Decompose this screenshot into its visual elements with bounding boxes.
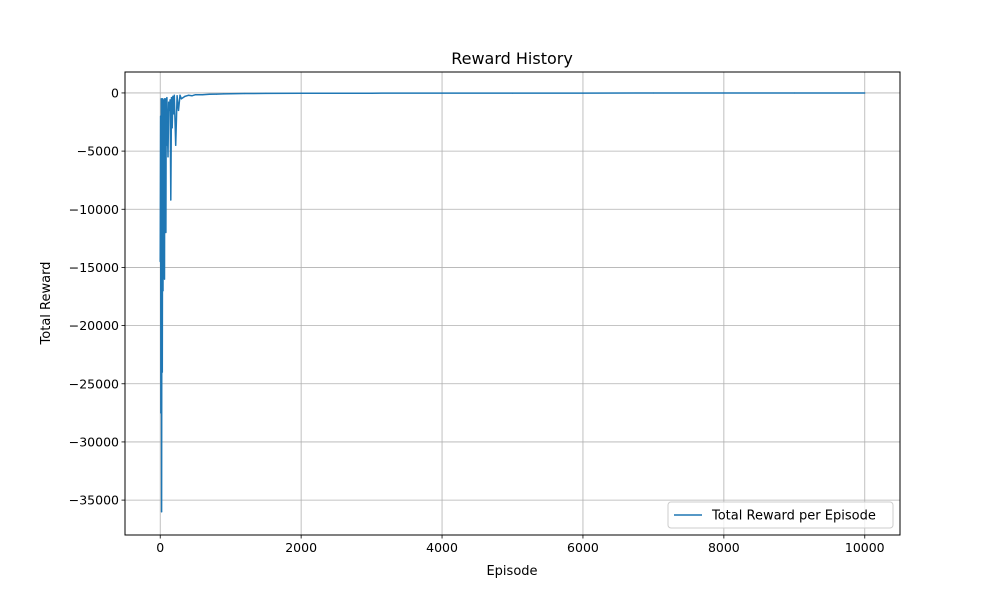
- series-point: [169, 99, 171, 101]
- y-tick-label: −5000: [77, 144, 119, 159]
- y-tick-label: −30000: [69, 434, 119, 449]
- series-point: [168, 109, 170, 111]
- series-point: [160, 412, 162, 414]
- series-point: [793, 92, 795, 94]
- series-point: [184, 95, 186, 97]
- legend: Total Reward per Episode: [667, 501, 894, 529]
- series-point: [864, 92, 866, 94]
- series-point: [165, 231, 167, 234]
- tick-layer: 0 2000 4000 6000 8000 10000 0 −5000 −10000 −15000…: [69, 85, 885, 555]
- series-point: [170, 97, 173, 99]
- series-point: [167, 156, 169, 158]
- series-line-0: [159, 92, 865, 513]
- series-point: [511, 92, 514, 94]
- series-point: [582, 92, 584, 94]
- series-point: [161, 101, 163, 103]
- series-point: [162, 99, 164, 101]
- y-tick-label: 0: [111, 85, 119, 100]
- series-point: [173, 94, 175, 96]
- series-point: [163, 231, 165, 234]
- series-point: [162, 98, 164, 100]
- series-point: [244, 92, 246, 95]
- series-point: [371, 92, 373, 94]
- series-point: [723, 92, 725, 94]
- x-tick-label: 4000: [426, 540, 458, 555]
- series-point: [652, 92, 655, 94]
- series-point: [176, 95, 178, 97]
- y-axis-label: Total Reward: [39, 262, 54, 346]
- series-point: [187, 94, 189, 96]
- x-tick-label: 10000: [845, 540, 885, 555]
- series-point: [168, 101, 170, 103]
- y-tick-label: −20000: [69, 318, 119, 333]
- series-point: [165, 98, 167, 100]
- x-tick-label: 6000: [567, 540, 599, 555]
- series-point: [265, 92, 267, 94]
- series-point: [163, 278, 166, 280]
- series-point: [230, 93, 232, 95]
- y-tick-label: −15000: [69, 260, 119, 275]
- series-point: [180, 98, 182, 100]
- y-tick-label: −35000: [69, 493, 119, 508]
- legend-label: Total Reward per Episode: [711, 509, 876, 524]
- legend-box: [667, 501, 894, 529]
- series-point: [216, 93, 218, 95]
- y-tick-label: −25000: [69, 376, 119, 391]
- series-point: [194, 94, 197, 96]
- series-point: [175, 144, 177, 146]
- series-point: [166, 97, 168, 99]
- series-point: [191, 95, 193, 97]
- series-point: [166, 144, 168, 146]
- series-point: [179, 94, 181, 96]
- series-point: [162, 290, 164, 292]
- series-point: [160, 115, 162, 117]
- series-point: [163, 100, 165, 102]
- y-tick-label: −10000: [69, 202, 119, 217]
- series-point: [164, 156, 166, 158]
- series-point: [223, 93, 225, 95]
- series-point: [160, 98, 162, 100]
- x-tick-label: 2000: [285, 540, 317, 555]
- chart-title: Reward History: [451, 49, 573, 68]
- series-point: [161, 511, 163, 513]
- series-point: [164, 98, 166, 100]
- series-point: [208, 93, 211, 95]
- series-point: [171, 127, 173, 129]
- series-point: [201, 94, 204, 96]
- series-point: [164, 99, 167, 101]
- series-point: [159, 261, 161, 263]
- x-tick-label: 0: [156, 540, 164, 555]
- series-point: [166, 121, 168, 123]
- x-axis-label: Episode: [486, 564, 537, 579]
- grid-layer: [125, 72, 900, 535]
- series-layer: [159, 92, 866, 513]
- series-point: [173, 113, 175, 115]
- series-point: [170, 199, 172, 201]
- plot-frame: [124, 71, 901, 536]
- series-point: [161, 371, 163, 373]
- series-point: [177, 109, 180, 111]
- x-tick-label: 8000: [708, 540, 740, 555]
- series-point: [300, 92, 302, 94]
- series-point: [441, 92, 443, 94]
- series-point: [172, 95, 174, 97]
